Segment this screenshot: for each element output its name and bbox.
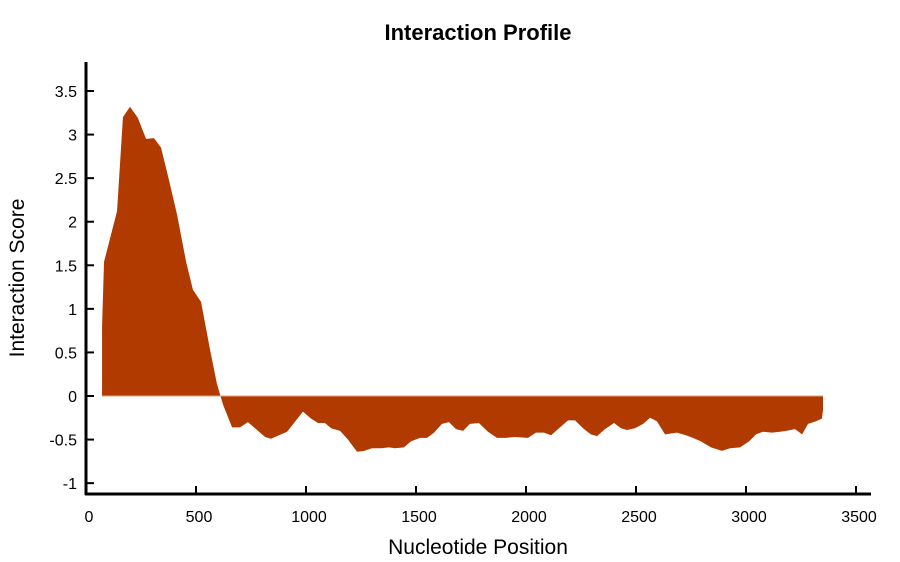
x-tick-label: 2500: [621, 509, 657, 526]
score-area: [102, 106, 823, 452]
x-tick-label: 1500: [401, 509, 437, 526]
y-tick-label: 3.5: [55, 84, 77, 101]
y-axis-label: Interaction Score: [6, 199, 29, 358]
plot-area: [102, 106, 823, 452]
x-tick-label: 500: [186, 509, 213, 526]
y-tick-label: 0: [68, 389, 77, 406]
y-tick-label: -0.5: [49, 433, 77, 450]
x-tick-label: 1000: [291, 509, 327, 526]
y-tick-label: 0.5: [55, 345, 77, 362]
x-tick-label: 0: [85, 509, 94, 526]
axes: -1 -0.5 0 0.5 1 1.5 2 2.5 3 3.5 0 500 1000 1500 2000 25…: [49, 62, 877, 526]
y-tick-label: -1: [63, 476, 77, 493]
x-tick-label: 2000: [511, 509, 547, 526]
y-tick-label: 2: [68, 215, 77, 232]
y-tick-label: 1: [68, 302, 77, 319]
y-tick-label: 2.5: [55, 171, 77, 188]
chart-title: Interaction Profile: [384, 20, 571, 45]
x-tick-label: 3000: [731, 509, 767, 526]
y-tick-label: 3: [68, 128, 77, 145]
y-tick-label: 1.5: [55, 258, 77, 275]
x-tick-label: 3500: [841, 509, 877, 526]
x-axis-label: Nucleotide Position: [388, 536, 568, 559]
